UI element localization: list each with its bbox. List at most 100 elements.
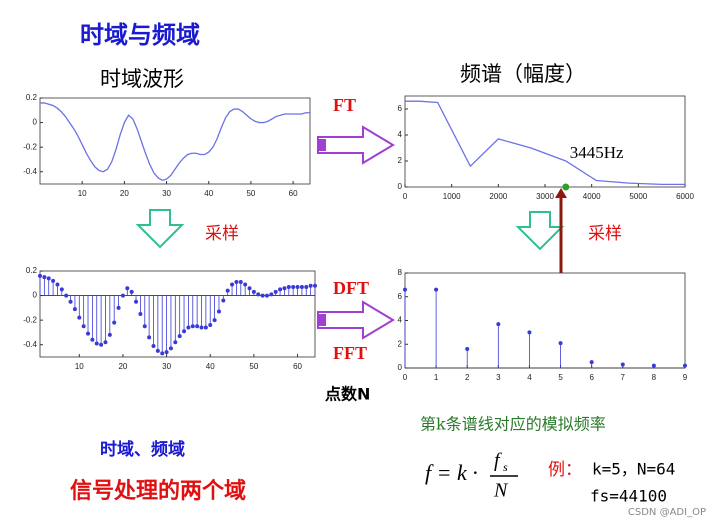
slide-title: 时域与频域 [80, 21, 200, 49]
sample-arrow [515, 211, 565, 251]
stem-marker [147, 335, 152, 340]
formula: s [503, 460, 508, 474]
x-tick-label: 8 [652, 373, 657, 382]
stem-marker [651, 363, 656, 368]
stem-marker [291, 284, 296, 289]
stem-marker [134, 299, 139, 304]
stem-marker [247, 286, 252, 291]
stem-marker [295, 284, 300, 289]
stem-marker [182, 329, 187, 334]
y-tick-label: 0 [33, 291, 38, 300]
formula: N [493, 480, 509, 502]
stem-marker [99, 342, 104, 347]
stem-marker [190, 324, 195, 329]
stem-marker [558, 341, 563, 346]
y-tick-label: -0.4 [23, 340, 37, 349]
x-tick-label: 4000 [583, 192, 601, 201]
label: 采样 [205, 224, 239, 244]
line [405, 100, 685, 186]
x-tick-label: 30 [162, 362, 171, 371]
stem-marker [269, 292, 274, 297]
stem-marker [251, 289, 256, 294]
stem-marker [216, 309, 221, 314]
stem-marker [51, 278, 56, 283]
x-tick-label: 0 [403, 192, 408, 201]
pointer-head [555, 188, 567, 198]
stem-marker [234, 280, 239, 285]
x-tick-label: 6000 [676, 192, 694, 201]
stem-marker [299, 284, 304, 289]
label: 信号处理的两个域 [70, 478, 246, 504]
arrow-tail [318, 314, 326, 326]
stem-marker [199, 325, 204, 330]
stem-marker [86, 331, 91, 336]
label: FFT [333, 343, 367, 363]
stem-marker [72, 307, 77, 312]
formula: f = k · [425, 460, 478, 485]
stem-marker [151, 343, 156, 348]
stem-marker [164, 350, 169, 355]
stem-marker [173, 340, 178, 345]
line [40, 102, 310, 182]
stem-marker [589, 360, 594, 365]
x-tick-label: 2000 [489, 192, 507, 201]
stem-marker [304, 284, 309, 289]
stem-marker [527, 330, 532, 335]
x-tick-label: 40 [204, 189, 213, 198]
stem-marker [107, 332, 112, 337]
x-tick-label: 5000 [629, 192, 647, 201]
stem-marker [168, 346, 173, 351]
stem-marker [434, 287, 439, 292]
stem-marker [195, 324, 200, 329]
stem-marker [160, 351, 165, 356]
stem-marker [64, 293, 69, 298]
stem-marker [403, 287, 407, 292]
stem-marker [260, 293, 265, 298]
x-tick-label: 20 [118, 362, 127, 371]
stem-marker [138, 312, 143, 316]
x-tick-label: 2 [465, 373, 470, 382]
y-tick-label: 2 [398, 156, 403, 165]
label: FT [333, 95, 356, 115]
stem-marker [42, 275, 47, 280]
x-tick-label: 9 [683, 373, 688, 382]
stem-marker [46, 276, 51, 281]
x-tick-label: 1000 [443, 192, 461, 201]
y-tick-label: 0.2 [26, 93, 38, 102]
y-tick-label: 2 [398, 339, 403, 348]
stem-marker [238, 280, 243, 285]
x-tick-label: 3 [496, 373, 501, 382]
stem-marker [496, 322, 501, 327]
stem-marker [68, 299, 73, 304]
x-tick-label: 6 [589, 373, 594, 382]
x-tick-label: 60 [289, 189, 298, 198]
stem-marker [278, 287, 283, 292]
y-tick-label: -0.2 [23, 315, 37, 324]
x-tick-label: 7 [621, 373, 626, 382]
y-tick-label: 0.2 [26, 266, 38, 275]
label: k=5，N=64 [592, 460, 675, 479]
stem-marker [264, 293, 269, 298]
dft-arrow [317, 300, 395, 340]
stem-marker [620, 362, 625, 367]
x-tick-label: 0 [403, 373, 408, 382]
stem-marker [116, 305, 121, 310]
stem-marker [465, 347, 470, 351]
x-tick-label: 50 [246, 189, 255, 198]
stem-marker [208, 323, 213, 328]
label: 点数N [325, 385, 370, 404]
stem-marker [221, 298, 226, 303]
stem-marker [142, 324, 147, 329]
stem-marker [59, 287, 64, 292]
x-tick-label: 3000 [536, 192, 554, 201]
y-tick-label: 6 [398, 104, 403, 113]
x-tick-label: 50 [249, 362, 258, 371]
plot-frame [39, 270, 316, 358]
arrow-tail [318, 139, 326, 151]
y-tick-label: 4 [398, 316, 403, 325]
stem-marker [177, 334, 182, 339]
stem-marker [286, 284, 291, 289]
stem-marker [112, 320, 117, 325]
stem-marker [38, 273, 42, 278]
x-tick-label: 10 [75, 362, 84, 371]
